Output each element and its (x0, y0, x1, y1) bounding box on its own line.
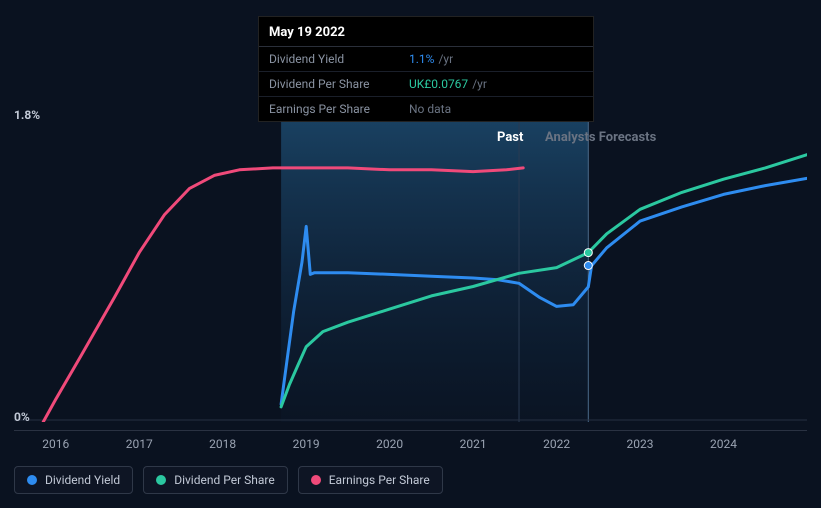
line-chart[interactable] (14, 102, 807, 422)
x-tick: 2023 (627, 437, 654, 451)
forecast-label: Analysts Forecasts (545, 130, 656, 145)
legend-label: Dividend Yield (45, 473, 120, 487)
x-tick: 2024 (710, 437, 737, 451)
hover-tooltip: May 19 2022 Dividend Yield1.1%/yrDividen… (258, 16, 594, 122)
series-marker (584, 262, 592, 270)
x-tick: 2021 (460, 437, 487, 451)
tooltip-row-value: No data (409, 102, 583, 116)
tooltip-row-label: Earnings Per Share (269, 102, 409, 116)
series-marker (584, 249, 592, 257)
tooltip-row-label: Dividend Yield (269, 52, 409, 66)
legend-label: Dividend Per Share (174, 473, 275, 487)
legend-swatch (156, 475, 166, 485)
legend-item[interactable]: Earnings Per Share (298, 466, 443, 494)
past-label: Past (497, 130, 523, 145)
x-tick: 2017 (126, 437, 153, 451)
x-axis: 2016 2017 2018 2019 2020 2021 2022 2023 2024 (14, 430, 807, 450)
tooltip-row: Dividend Per ShareUK£0.0767/yr (259, 72, 593, 97)
tooltip-row-label: Dividend Per Share (269, 77, 409, 91)
legend-swatch (311, 475, 321, 485)
x-tick: 2022 (543, 437, 570, 451)
legend: Dividend Yield Dividend Per Share Earnings… (14, 466, 443, 494)
tooltip-row: Earnings Per ShareNo data (259, 97, 593, 121)
tooltip-row: Dividend Yield1.1%/yr (259, 47, 593, 72)
x-tick: 2016 (42, 437, 69, 451)
tooltip-row-value: 1.1%/yr (409, 52, 583, 66)
y-axis-max: 1.8% (14, 108, 40, 122)
x-tick: 2019 (293, 437, 320, 451)
chart-container: May 19 2022 Dividend Yield1.1%/yrDividen… (14, 0, 807, 508)
legend-item[interactable]: Dividend Yield (14, 466, 133, 494)
y-axis-min: 0% (14, 410, 30, 424)
x-tick: 2020 (376, 437, 403, 451)
tooltip-row-value: UK£0.0767/yr (409, 77, 583, 91)
legend-swatch (27, 475, 37, 485)
x-tick: 2018 (209, 437, 236, 451)
legend-item[interactable]: Dividend Per Share (143, 466, 288, 494)
tooltip-date: May 19 2022 (259, 17, 593, 47)
legend-label: Earnings Per Share (329, 473, 430, 487)
